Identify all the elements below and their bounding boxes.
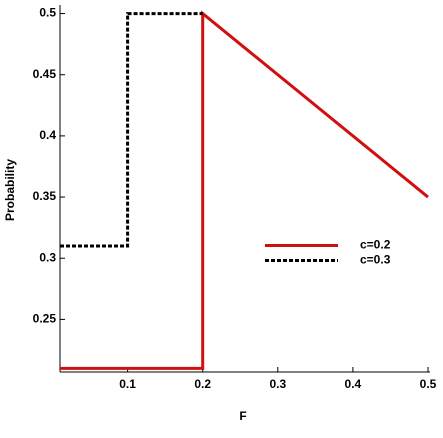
x-tick-label: 0.2: [194, 377, 211, 391]
x-tick-label: 0.4: [345, 377, 362, 391]
y-tick-label: 0.5: [39, 6, 56, 20]
y-tick-label: 0.3: [39, 250, 56, 264]
series-line: [60, 12, 203, 248]
legend-label: c=0.2: [360, 238, 391, 252]
y-axis-label: Probability: [3, 159, 17, 221]
x-tick-label: 0.1: [119, 377, 136, 391]
y-tick-label: 0.35: [33, 189, 57, 203]
y-tick-label: 0.45: [33, 67, 57, 81]
y-tick-label: 0.25: [33, 312, 57, 326]
y-tick-label: 0.4: [39, 128, 56, 142]
x-axis-label: F: [239, 409, 246, 423]
legend-label: c=0.3: [360, 253, 391, 267]
x-tick-label: 0.5: [420, 377, 437, 391]
series-line: [60, 10, 429, 370]
x-tick-label: 0.3: [269, 377, 286, 391]
